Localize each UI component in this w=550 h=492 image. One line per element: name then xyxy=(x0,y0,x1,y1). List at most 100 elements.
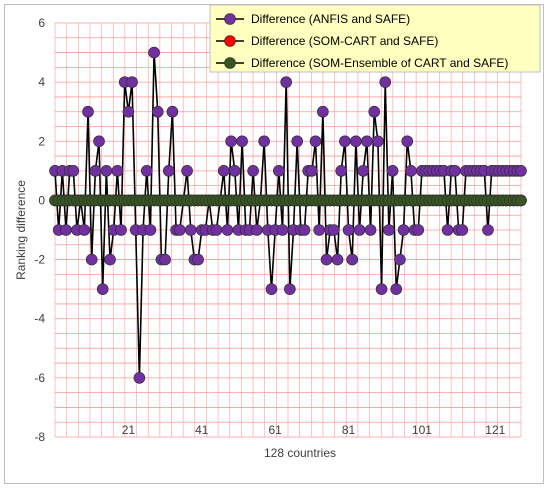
data-point xyxy=(100,165,113,177)
data-point xyxy=(331,253,344,266)
data-point xyxy=(405,165,417,177)
data-point xyxy=(320,253,333,266)
data-point xyxy=(412,224,425,236)
x-tick-label: 121 xyxy=(485,423,505,437)
data-point xyxy=(353,224,366,236)
data-point xyxy=(144,224,157,236)
y-tick-label: 4 xyxy=(38,75,45,89)
data-point xyxy=(394,253,406,266)
data-point xyxy=(140,165,153,177)
data-point xyxy=(306,165,318,177)
data-point xyxy=(236,135,248,148)
data-point xyxy=(96,283,109,295)
data-point xyxy=(104,253,116,266)
data-point xyxy=(280,76,292,88)
x-tick-label: 101 xyxy=(412,423,432,437)
data-point xyxy=(228,165,241,177)
data-point xyxy=(368,105,381,118)
data-point xyxy=(251,224,263,236)
data-point xyxy=(181,165,193,177)
data-point xyxy=(441,224,454,236)
x-axis-title: 128 countries xyxy=(264,446,336,460)
data-point xyxy=(397,224,410,236)
data-point xyxy=(328,224,340,236)
data-point xyxy=(515,165,527,177)
y-axis-title: Ranking difference xyxy=(14,180,28,280)
data-point xyxy=(375,283,388,295)
data-point xyxy=(317,105,329,118)
data-point xyxy=(85,253,98,266)
data-point xyxy=(60,224,72,236)
data-point xyxy=(401,135,414,148)
data-point xyxy=(192,253,204,266)
data-point xyxy=(386,165,399,177)
legend-marker xyxy=(224,35,236,47)
y-tick-labels: -8 -6 -4 -2 0 2 4 6 xyxy=(34,16,45,444)
data-point xyxy=(276,224,289,236)
data-point xyxy=(379,76,392,88)
data-point xyxy=(456,224,469,236)
data-point xyxy=(482,224,494,236)
y-tick-label: -4 xyxy=(34,312,45,326)
data-point xyxy=(148,46,160,59)
data-point xyxy=(82,105,94,118)
data-point xyxy=(225,135,237,148)
data-point xyxy=(309,135,322,148)
data-point xyxy=(390,283,403,295)
data-point xyxy=(449,165,461,177)
data-point xyxy=(210,224,223,236)
data-point xyxy=(184,224,197,236)
data-point xyxy=(291,135,303,148)
data-point xyxy=(339,135,351,148)
data-point xyxy=(67,165,80,177)
y-tick-label: 0 xyxy=(38,193,45,207)
data-point xyxy=(133,372,146,384)
y-tick-label: -8 xyxy=(34,430,45,444)
data-point xyxy=(173,224,186,236)
data-point xyxy=(159,253,171,266)
data-point xyxy=(166,105,179,118)
x-tick-label: 41 xyxy=(195,423,209,437)
data-point xyxy=(383,224,395,236)
data-point xyxy=(111,165,124,177)
x-tick-label: 61 xyxy=(268,423,282,437)
data-point xyxy=(346,253,359,266)
data-point xyxy=(78,224,91,236)
data-point xyxy=(89,165,102,177)
x-tick-label: 21 xyxy=(122,423,136,437)
y-tick-label: -2 xyxy=(34,253,45,267)
data-point xyxy=(265,283,278,295)
legend-entry: Difference (ANFIS and SAFE) xyxy=(251,12,410,26)
data-point xyxy=(298,224,311,236)
data-point xyxy=(361,135,373,148)
x-tick-labels: 21 41 61 81 101 121 xyxy=(122,423,506,437)
legend-box xyxy=(209,4,541,73)
y-tick-label: 2 xyxy=(38,134,45,148)
data-point xyxy=(313,224,325,236)
legend-marker xyxy=(224,13,236,25)
data-point xyxy=(357,165,370,177)
series-markers xyxy=(49,46,527,384)
data-point xyxy=(364,224,377,236)
data-point xyxy=(217,165,230,177)
data-point xyxy=(372,135,384,148)
legend: Difference (ANFIS and SAFE) Difference (S… xyxy=(209,4,541,73)
data-point xyxy=(221,224,234,236)
data-point xyxy=(126,76,138,88)
y-tick-label: -6 xyxy=(34,371,45,385)
y-tick-label: 6 xyxy=(38,16,45,30)
data-point xyxy=(115,224,127,236)
legend-entry: Difference (SOM-CART and SAFE) xyxy=(251,34,438,48)
data-point xyxy=(151,105,164,118)
data-point xyxy=(342,224,355,236)
data-point xyxy=(273,165,285,177)
legend-marker xyxy=(224,57,236,69)
data-point xyxy=(93,135,105,148)
data-point xyxy=(335,165,348,177)
data-point xyxy=(515,194,527,207)
legend-entry: Difference (SOM-Ensemble of CART and SAF… xyxy=(251,56,508,70)
data-point xyxy=(162,165,175,177)
data-point xyxy=(122,105,135,118)
data-point xyxy=(284,283,296,295)
